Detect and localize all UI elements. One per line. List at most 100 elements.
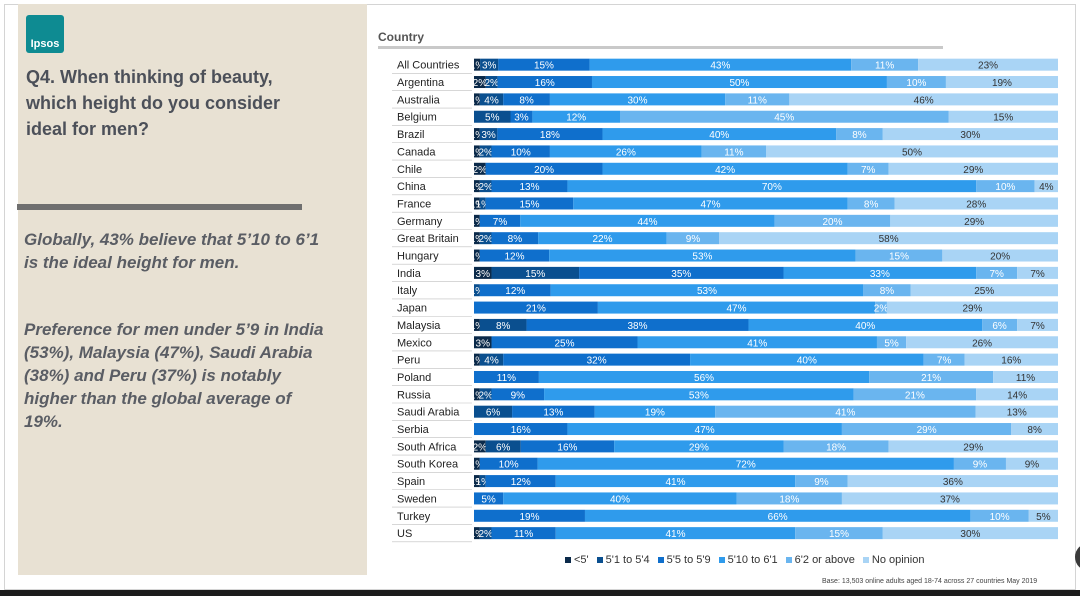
bar-south-korea-s3 (537, 457, 954, 470)
country-label-hungary: Hungary (397, 251, 439, 263)
data-label-chile-s4: 7% (861, 165, 876, 176)
data-label-turkey-s5: 5% (1036, 512, 1051, 523)
bar-hungary-s0 (474, 249, 480, 262)
data-label-canada-s0: 1% (470, 147, 485, 158)
data-label-poland-s3: 56% (694, 373, 714, 384)
data-label-sweden-s2: 5% (481, 494, 496, 505)
data-label-belgium-s1: 5% (485, 113, 500, 124)
legend-swatch-1 (596, 557, 603, 563)
bar-all-countries-s0 (474, 58, 481, 71)
bar-germany-s2 (479, 214, 521, 227)
bar-malaysia-s2 (526, 318, 749, 331)
data-label-malaysia-s1: 8% (496, 321, 511, 332)
bar-japan-s4 (875, 301, 887, 314)
data-label-saudi-arabia-s3: 19% (645, 408, 665, 419)
data-label-russia-s2: 9% (511, 390, 526, 401)
bar-spain-s5 (847, 475, 1058, 488)
bar-france-s3 (573, 197, 848, 210)
bar-canada-s5 (766, 145, 1058, 158)
data-label-mexico-s3: 41% (747, 338, 767, 349)
bar-great-britain-s0 (474, 232, 480, 245)
data-label-argentina-s1: 2% (484, 78, 499, 89)
country-label-india: India (397, 268, 422, 280)
data-label-china-s4: 10% (995, 182, 1015, 193)
data-label-malaysia-s4: 6% (992, 321, 1007, 332)
bar-sweden-s5 (841, 492, 1058, 505)
bar-argentina-s5 (945, 76, 1058, 89)
data-label-poland-s2: 11% (497, 373, 516, 384)
data-label-turkey-s2: 19% (519, 512, 539, 523)
data-label-south-africa-s1: 6% (496, 442, 511, 453)
bar-turkey-s4 (970, 509, 1029, 522)
data-label-turkey-s4: 10% (990, 512, 1010, 523)
data-label-peru-s5: 16% (1001, 356, 1021, 367)
bar-china-s3 (567, 180, 977, 193)
data-label-india-s4: 7% (989, 269, 1004, 280)
data-label-south-korea-s2: 10% (499, 460, 519, 471)
data-label-australia-s5: 46% (914, 95, 934, 106)
data-label-brazil-s1: 3% (481, 130, 496, 141)
data-label-all-countries-s2: 15% (534, 61, 554, 72)
data-label-japan-s5: 29% (962, 304, 982, 315)
country-label-belgium: Belgium (397, 112, 437, 124)
bar-italy-s3 (550, 284, 864, 297)
legend-item-0: <5' (565, 554, 589, 566)
bar-brazil-s3 (602, 128, 837, 141)
data-label-brazil-s3: 40% (709, 130, 729, 141)
data-label-great-britain-s3: 22% (592, 234, 612, 245)
bar-russia-s2 (491, 388, 545, 401)
bar-malaysia-s5 (1017, 318, 1058, 331)
country-label-argentina: Argentina (397, 77, 445, 89)
data-label-canada-s3: 26% (616, 147, 636, 158)
data-label-france-s1: 1% (476, 199, 491, 210)
data-label-all-countries-s0: 1% (470, 61, 485, 72)
bar-russia-s3 (544, 388, 854, 401)
data-label-germany-s2: 7% (493, 217, 508, 228)
left-panel (18, 4, 367, 575)
data-label-serbia-s4: 29% (917, 425, 937, 436)
base-note: Base: 13,503 online adults aged 18-74 ac… (822, 578, 1038, 585)
bar-belgium-s2 (510, 110, 533, 123)
data-label-south-africa-s0: 2% (473, 442, 488, 453)
data-label-spain-s4: 9% (814, 477, 829, 488)
bar-serbia-s2 (474, 423, 568, 436)
data-label-peru-s0: 1% (470, 356, 485, 367)
bar-argentina-s3 (591, 76, 887, 89)
data-label-serbia-s3: 47% (695, 425, 715, 436)
question-text: Q4. When thinking of beauty, which heigh… (26, 67, 281, 139)
bar-south-korea-s0 (474, 457, 480, 470)
scroll-handle[interactable] (1075, 543, 1080, 571)
data-label-france-s4: 8% (864, 199, 879, 210)
bar-brazil-s1 (479, 128, 498, 141)
data-label-sweden-s5: 37% (940, 494, 960, 505)
bar-china-s4 (976, 180, 1035, 193)
data-label-peru-s4: 7% (937, 356, 952, 367)
data-label-india-s0: 3% (476, 269, 491, 280)
bar-all-countries-s1 (480, 58, 499, 71)
bar-all-countries-s4 (851, 58, 919, 71)
data-label-malaysia-s0: 1% (470, 321, 485, 332)
data-label-saudi-arabia-s4: 41% (835, 408, 855, 419)
data-label-us-s0: 1% (470, 529, 485, 540)
data-label-russia-s0: 1% (470, 390, 485, 401)
data-label-canada-s4: 11% (724, 147, 743, 158)
bar-south-africa-s2 (520, 440, 615, 453)
bar-belgium-s4 (620, 110, 949, 123)
bar-great-britain-s4 (666, 232, 720, 245)
data-label-argentina-s0: 2% (473, 78, 488, 89)
data-label-south-africa-s5: 29% (963, 442, 983, 453)
bar-hungary-s5 (942, 249, 1058, 262)
data-label-all-countries-s5: 23% (978, 61, 998, 72)
bar-russia-s4 (853, 388, 977, 401)
bar-peru-s3 (690, 353, 924, 366)
country-label-turkey: Turkey (397, 511, 431, 523)
data-label-germany-s0: 1% (470, 217, 485, 228)
bar-south-africa-s1 (485, 440, 521, 453)
bar-argentina-s4 (886, 76, 946, 89)
data-label-all-countries-s4: 11% (875, 61, 894, 72)
legend-swatch-3 (718, 557, 725, 563)
data-label-australia-s3: 30% (628, 95, 648, 106)
data-label-india-s2: 35% (671, 269, 691, 280)
data-label-poland-s4: 21% (921, 373, 941, 384)
legend-item-5: No opinion (862, 554, 924, 566)
